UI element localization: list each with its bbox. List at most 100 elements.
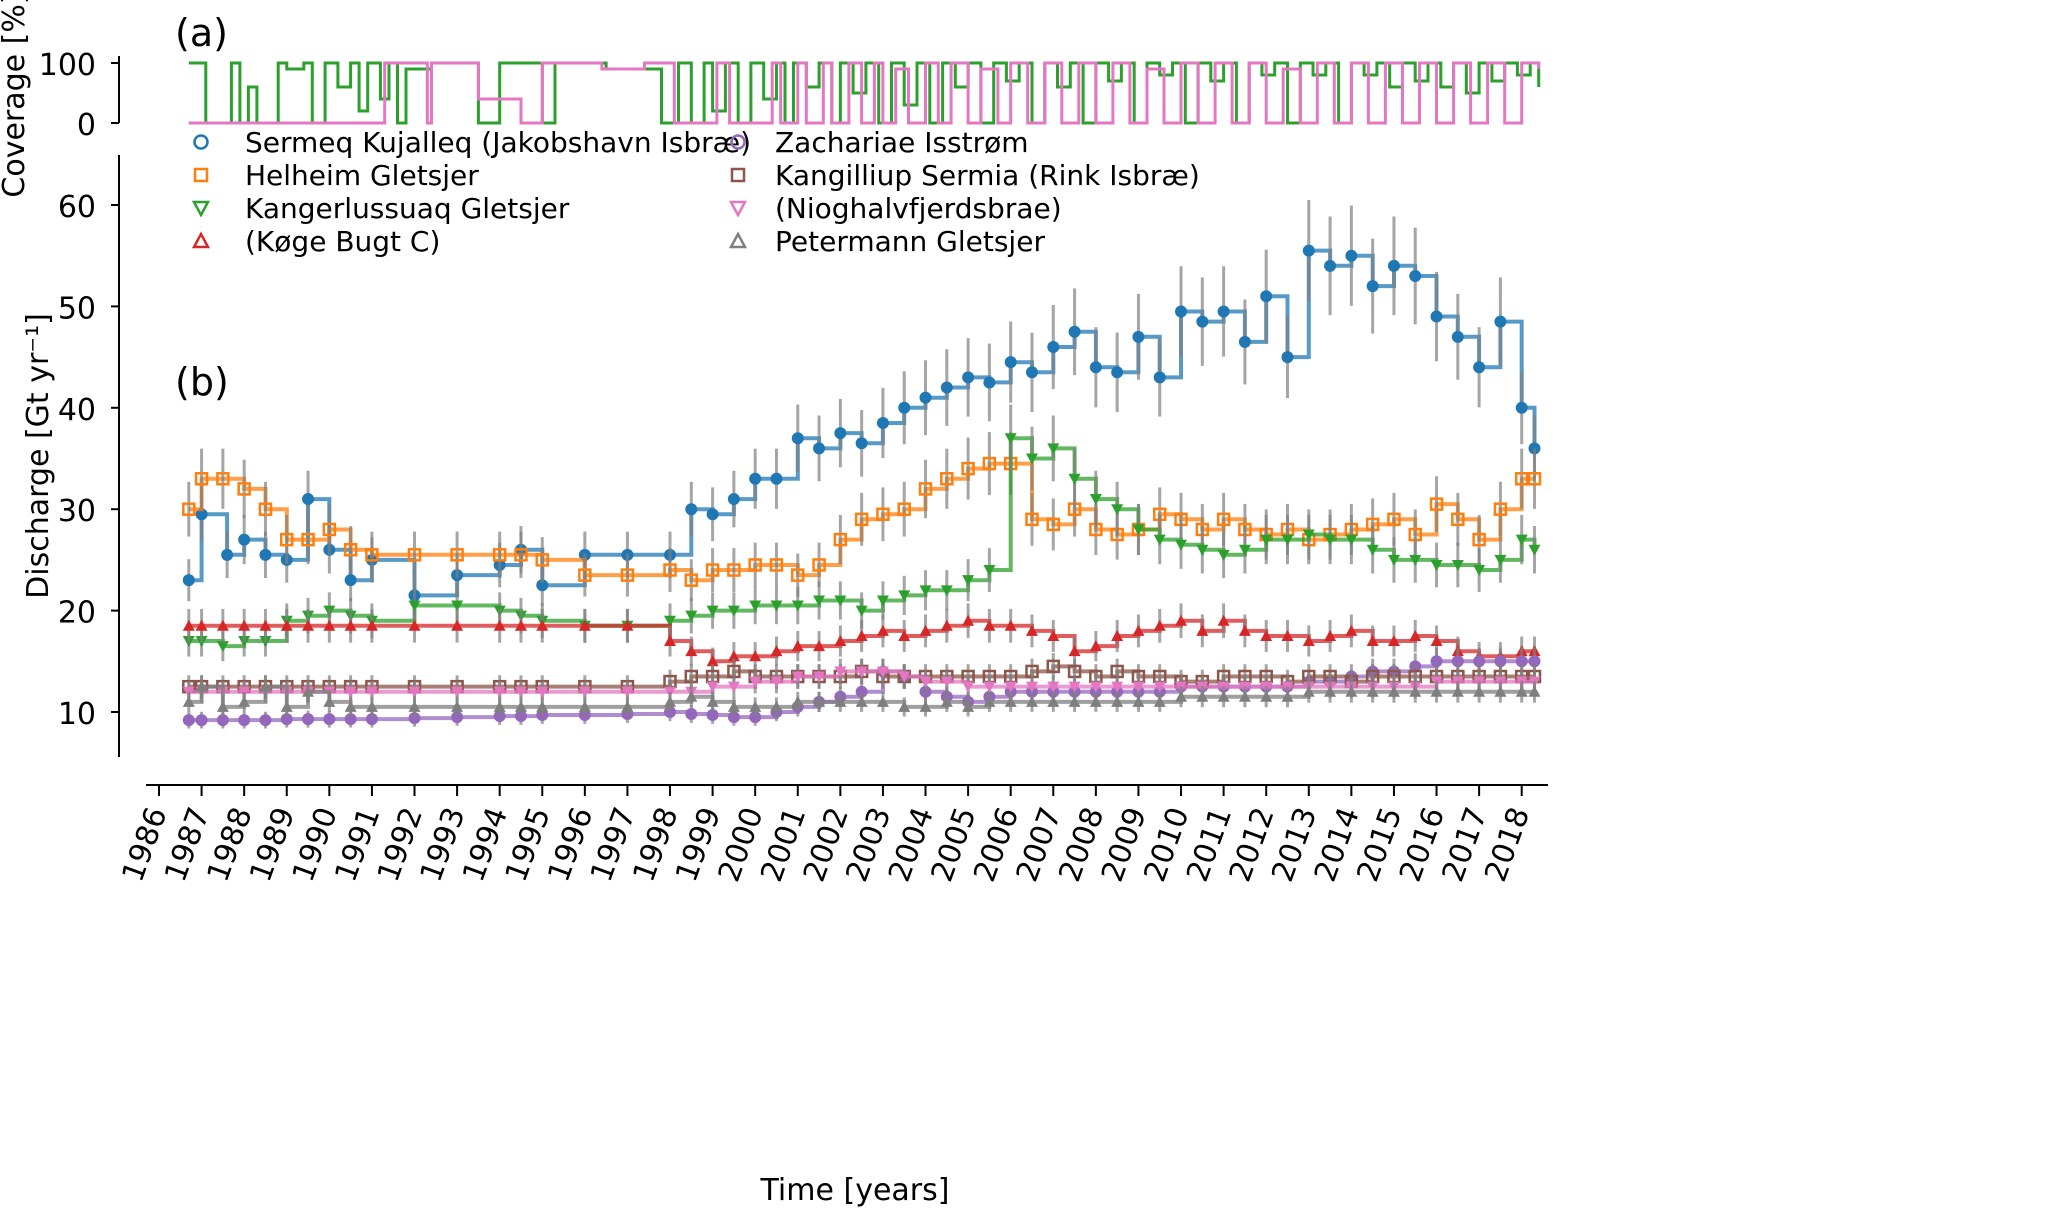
data-point: [1430, 685, 1443, 697]
data-point: [536, 700, 549, 712]
data-point: [302, 713, 315, 726]
data-point: [1025, 624, 1038, 636]
legend-marker: [191, 231, 211, 249]
data-point: [769, 558, 784, 572]
data-point: [813, 671, 826, 683]
data-point: [1111, 681, 1124, 693]
data-point: [1132, 681, 1145, 693]
data-point: [216, 700, 229, 712]
data-point: [451, 686, 464, 698]
data-point: [1409, 629, 1422, 641]
data-point: [365, 713, 378, 726]
data-point: [1175, 614, 1188, 626]
data-point: [578, 619, 591, 631]
data-point: [408, 712, 421, 725]
data-point: [749, 600, 762, 612]
data-point: [259, 714, 272, 727]
data-point: [1409, 554, 1422, 566]
data-point: [1068, 681, 1081, 693]
legend-label: Sermeq Kujalleq (Jakobshavn Isbræ): [245, 126, 751, 159]
data-point: [770, 600, 783, 612]
data-point: [323, 619, 336, 631]
data-point: [578, 686, 591, 698]
data-point: [1025, 512, 1039, 527]
data-point: [451, 711, 464, 724]
data-point: [621, 686, 634, 698]
data-point: [1281, 629, 1294, 641]
data-point: [1302, 685, 1315, 697]
data-point: [919, 391, 932, 404]
data-point: [621, 619, 634, 631]
data-point: [343, 543, 358, 557]
data-point: [1451, 512, 1465, 527]
data-point: [1217, 614, 1230, 626]
data-point: [302, 685, 315, 697]
legend-label: Kangerlussuaq Gletsjer: [245, 192, 570, 225]
data-point: [302, 619, 315, 631]
data-point: [182, 714, 195, 727]
data-point: [898, 700, 911, 712]
data-point: [919, 585, 932, 597]
discharge-y-tick-label: 10: [58, 697, 96, 732]
data-point: [408, 600, 421, 612]
data-point: [834, 427, 847, 440]
discharge-y-tick-label: 20: [58, 596, 96, 631]
data-point: [1527, 472, 1542, 486]
time-axis-label: Time [years]: [760, 1173, 950, 1208]
data-point: [302, 493, 315, 506]
data-point: [408, 700, 421, 712]
data-point: [1238, 624, 1251, 636]
data-point: [1004, 433, 1017, 445]
data-point: [1473, 685, 1486, 697]
data-point: [450, 548, 464, 562]
data-point: [493, 686, 506, 698]
data-point: [834, 695, 847, 707]
data-point: [940, 381, 953, 394]
data-point: [791, 600, 804, 612]
data-point: [1004, 695, 1017, 707]
data-point: [1111, 504, 1124, 516]
data-point: [706, 605, 719, 617]
data-point: [1494, 554, 1507, 566]
panel-a-label: (a): [175, 11, 228, 55]
data-point: [770, 472, 783, 485]
data-point: [706, 655, 719, 667]
data-point: [195, 508, 208, 521]
data-point: [706, 709, 719, 722]
data-point: [1387, 512, 1401, 527]
data-point: [536, 579, 549, 592]
data-point: [344, 713, 357, 726]
data-point: [280, 713, 293, 726]
data-point: [664, 615, 677, 627]
data-point: [983, 376, 996, 389]
data-point: [898, 401, 911, 414]
data-point: [961, 461, 975, 476]
discharge-y-tick-label: 60: [58, 190, 96, 225]
data-point: [536, 686, 549, 698]
data-point: [770, 645, 783, 657]
data-point: [727, 711, 740, 724]
discharge-y-tick-label: 30: [58, 494, 96, 529]
coverage-series-line: [188, 61, 1541, 125]
data-point: [182, 502, 196, 516]
data-point: [195, 680, 208, 692]
data-point: [727, 605, 740, 617]
legend-marker: [728, 231, 748, 249]
data-point: [1089, 361, 1102, 374]
data-point: [855, 437, 868, 450]
data-point: [1196, 544, 1209, 556]
data-point: [1216, 512, 1231, 527]
data-point: [1430, 635, 1443, 647]
data-point: [685, 503, 698, 516]
data-point: [940, 472, 954, 486]
data-point: [1153, 695, 1166, 707]
legend-marker: [730, 167, 746, 183]
data-point: [1528, 685, 1541, 697]
data-point: [216, 714, 229, 727]
data-point: [182, 695, 195, 707]
data-point: [1514, 472, 1529, 486]
data-point: [833, 532, 848, 547]
data-point: [194, 472, 209, 486]
legend-label: (Nioghalvfjerdsbrae): [775, 192, 1062, 225]
